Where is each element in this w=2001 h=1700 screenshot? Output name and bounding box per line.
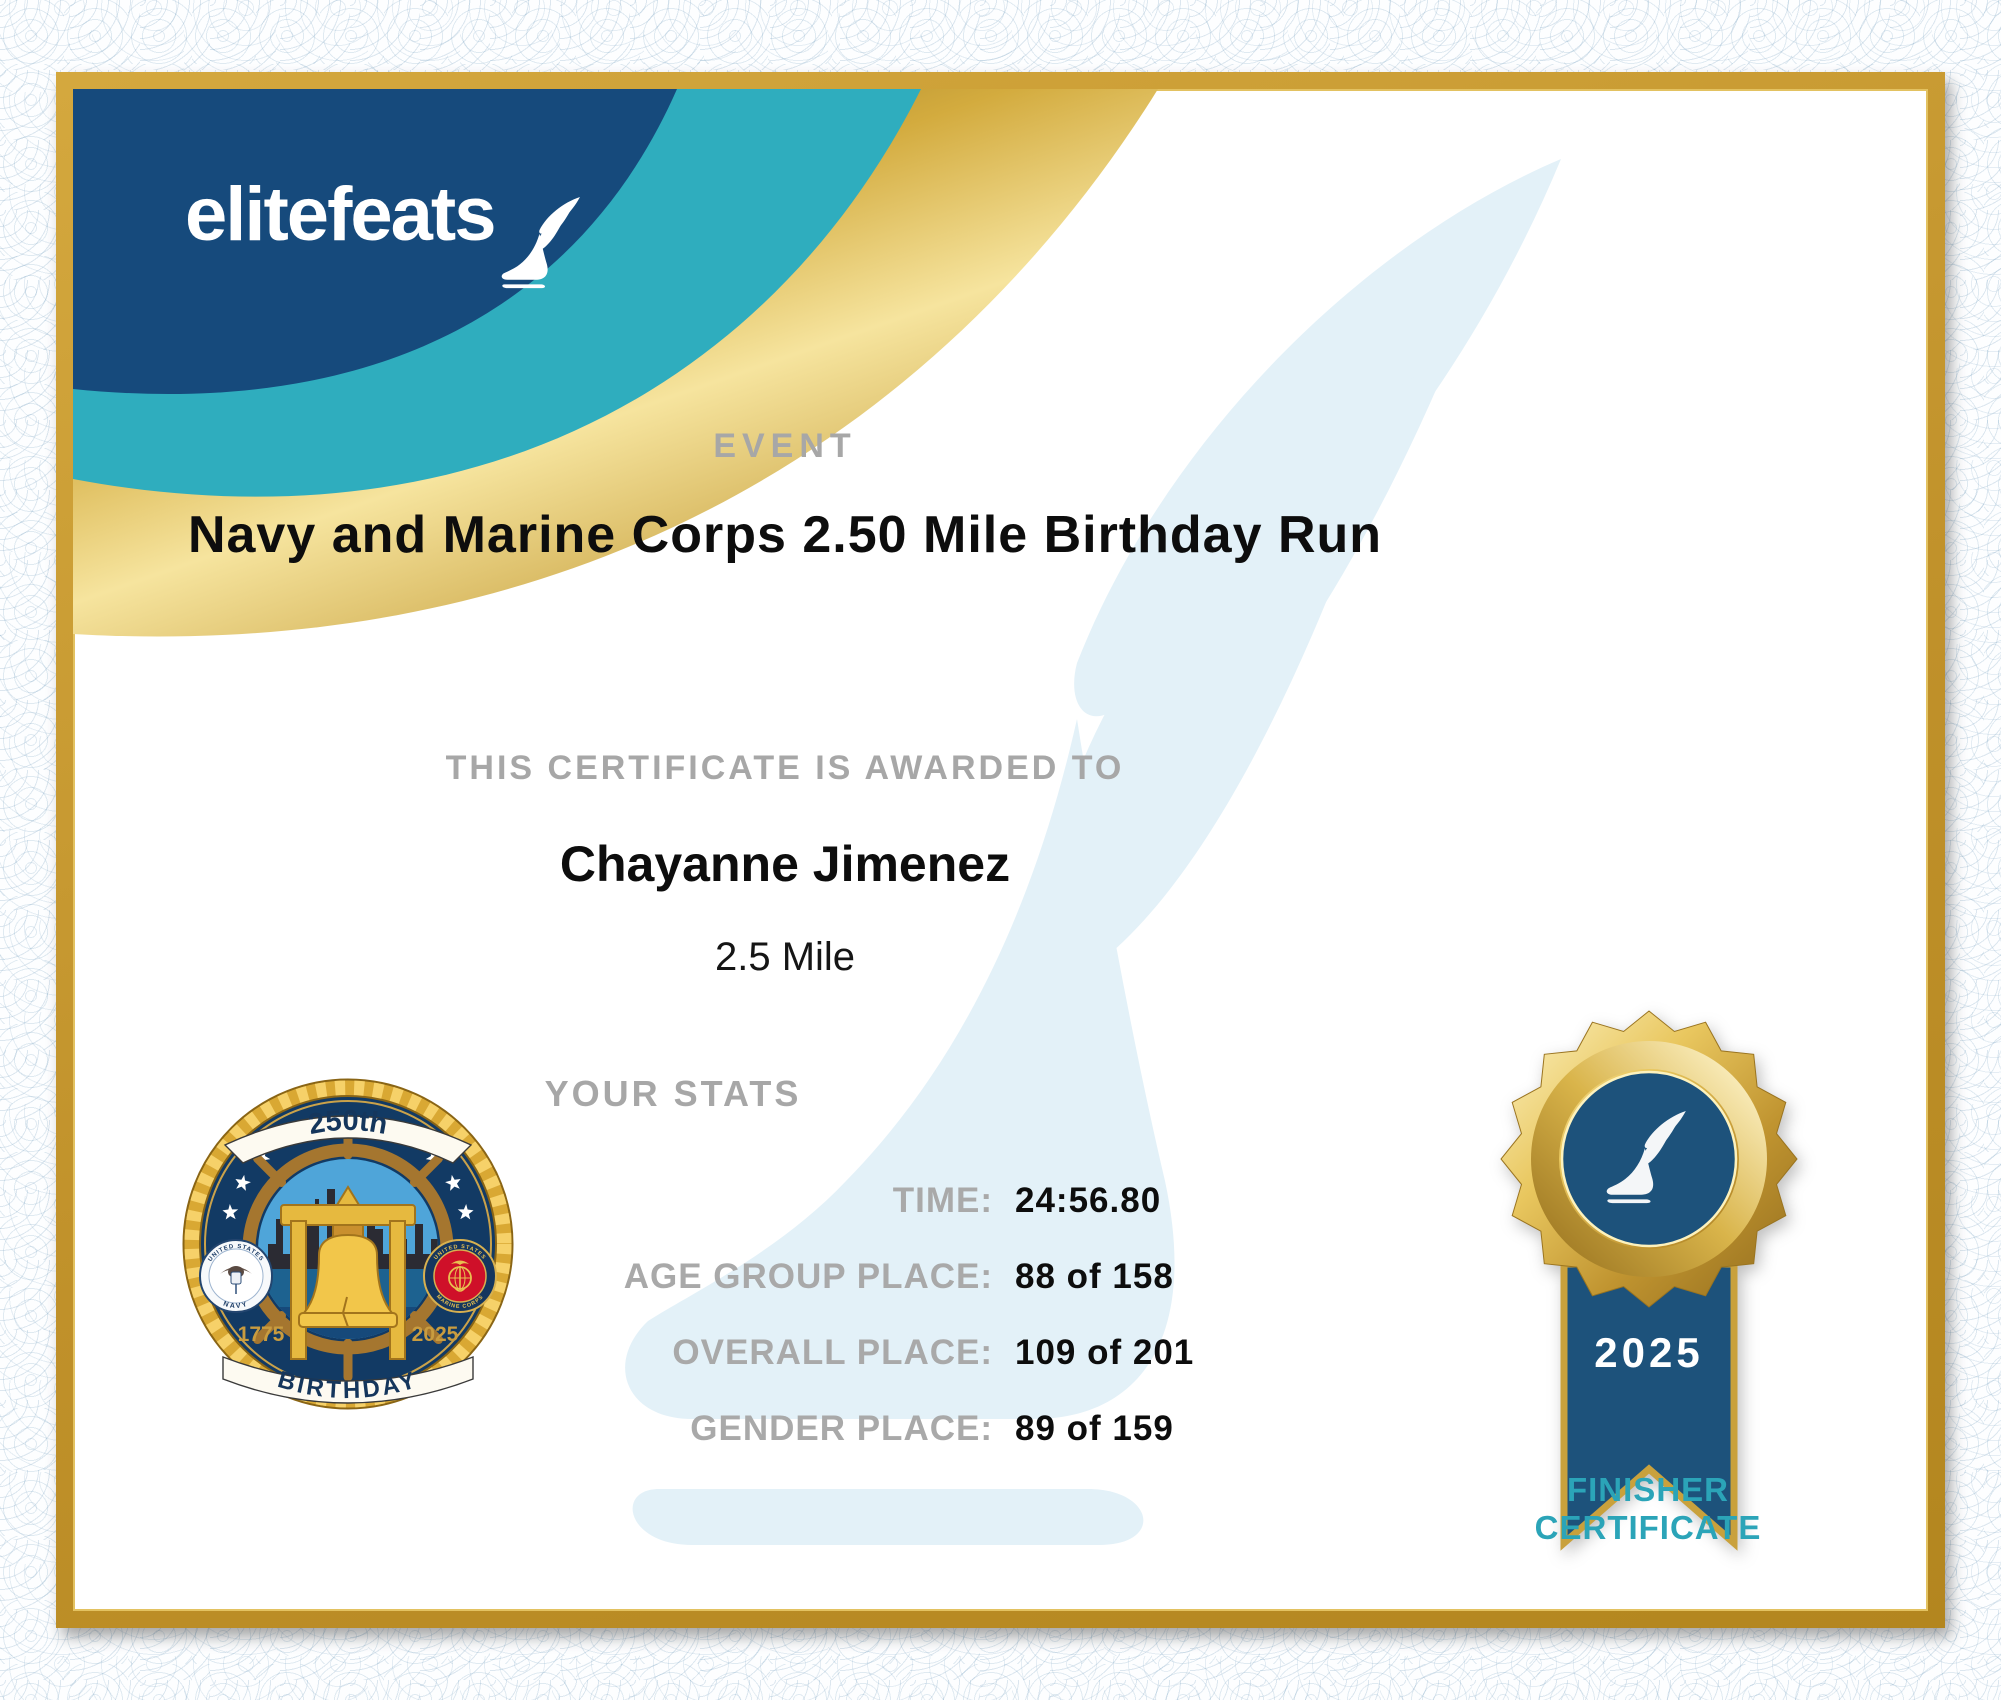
medal-disc — [1500, 1010, 1798, 1308]
stat-label: OVERALL PLACE: — [672, 1333, 993, 1372]
marine-corps-seal: UNITED STATES MARINE CORPS — [423, 1239, 497, 1313]
stats-list: TIME: 24:56.80 AGE GROUP PLACE: 88 of 15… — [373, 1163, 1194, 1467]
event-label: EVENT — [713, 427, 857, 465]
recipient-name: Chayanne Jimenez — [559, 836, 1011, 892]
navy-seal-bottom-text: NAVY — [222, 1300, 247, 1310]
stat-row-age-group-place: AGE GROUP PLACE: 88 of 158 — [373, 1239, 1194, 1315]
medallion-year-end: 2025 — [412, 1323, 459, 1346]
brand-logo-text: elitefeats — [185, 172, 496, 257]
medallion-year-start: 1775 — [238, 1323, 285, 1346]
finisher-caption: FINISHER CERTIFICATE — [1423, 1471, 1873, 1547]
navy-swoosh — [73, 89, 677, 395]
navy-marine-250th-medallion: 1775 2025 UNITED STATES NAVY — [182, 1078, 514, 1410]
stat-label: AGE GROUP PLACE: — [623, 1257, 993, 1296]
race-distance: 2.5 Mile — [714, 935, 856, 979]
anniversary-text: 250th — [306, 1105, 390, 1141]
liberty-bell — [280, 1185, 416, 1360]
finisher-rosette: 2025 — [1500, 1010, 1798, 1551]
gold-frame: elitefeats EVENT Navy and Marine Corps 2… — [56, 72, 1945, 1628]
winged-foot-icon — [501, 197, 580, 289]
certificate-body: elitefeats EVENT Navy and Marine Corps 2… — [73, 89, 1928, 1611]
svg-text:NAVY: NAVY — [222, 1300, 249, 1310]
stat-row-time: TIME: 24:56.80 — [373, 1163, 1194, 1239]
finisher-caption-line2: CERTIFICATE — [1534, 1508, 1762, 1546]
stat-value: 109 of 201 — [1015, 1333, 1195, 1372]
rope-outline — [182, 1078, 514, 1410]
stat-row-gender-place: GENDER PLACE: 89 of 159 — [373, 1391, 1194, 1467]
birthday-banner — [222, 1355, 474, 1404]
brand-logo: elitefeats — [185, 177, 591, 293]
award-year: 2025 — [1594, 1329, 1703, 1376]
stat-value: 24:56.80 — [1015, 1181, 1162, 1220]
anniversary-banner — [223, 1115, 473, 1164]
stat-value: 89 of 159 — [1015, 1409, 1174, 1448]
awarded-to-label: THIS CERTIFICATE IS AWARDED TO — [445, 749, 1125, 787]
stat-row-overall-place: OVERALL PLACE: 109 of 201 — [373, 1315, 1194, 1391]
stat-label: TIME: — [892, 1181, 993, 1220]
stat-label: GENDER PLACE: — [690, 1409, 993, 1448]
event-title: Navy and Marine Corps 2.50 Mile Birthday… — [187, 506, 1383, 564]
stats-heading: YOUR STATS — [544, 1073, 802, 1114]
decoration-layer — [73, 89, 1561, 1545]
rope-twist — [184, 1080, 512, 1408]
stat-value: 88 of 158 — [1015, 1257, 1174, 1296]
navy-seal: UNITED STATES NAVY — [199, 1239, 273, 1313]
finisher-caption-line1: FINISHER — [1566, 1471, 1729, 1508]
